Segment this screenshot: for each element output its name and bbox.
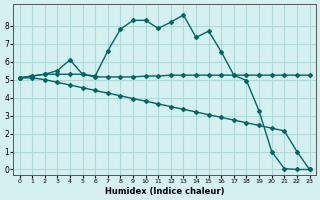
X-axis label: Humidex (Indice chaleur): Humidex (Indice chaleur) bbox=[105, 187, 224, 196]
